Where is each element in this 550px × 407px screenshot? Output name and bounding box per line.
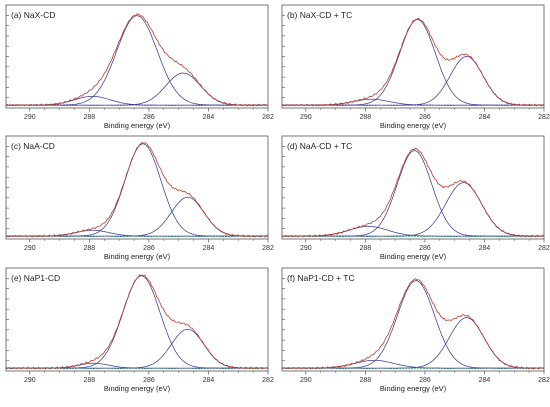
component-peak-3 (282, 317, 544, 369)
component-peak-2 (6, 275, 268, 369)
x-axis-label: Binding energy (eV) (380, 384, 447, 393)
component-peak-2 (282, 19, 544, 106)
component-peak-2 (282, 150, 544, 237)
x-axis-label: Binding energy (eV) (104, 384, 171, 393)
envelope-curve (281, 17, 545, 107)
x-tick-label: 288 (84, 377, 96, 384)
x-tick-label: 284 (203, 114, 215, 121)
panel-title: (f) NaP1-CD + TC (287, 273, 355, 283)
x-tick-label: 282 (262, 245, 274, 252)
plot-frame (281, 267, 545, 372)
x-tick-label: 290 (24, 377, 36, 384)
x-tick-label: 286 (143, 245, 155, 252)
x-tick-label: 282 (262, 114, 274, 121)
panel-title: (a) NaX-CD (11, 10, 55, 20)
x-tick-label: 290 (24, 245, 36, 252)
x-tick-label: 286 (419, 114, 431, 121)
plot-frame (5, 135, 269, 240)
envelope-curve (5, 141, 269, 238)
chart-panel-3: 290 288 286 284 282 Binding energy (eV) (c) Na… (5, 135, 274, 261)
x-tick-label: 282 (538, 245, 550, 252)
x-tick-label: 286 (419, 377, 431, 384)
plot-frame (5, 267, 269, 372)
envelope-curve (281, 277, 545, 370)
component-peak-2 (282, 280, 544, 369)
component-peak-1 (6, 229, 268, 237)
x-tick-label: 286 (143, 377, 155, 384)
plot-frame (281, 135, 545, 240)
x-tick-label: 286 (143, 114, 155, 121)
panel-title: (c) NaA-CD (11, 141, 55, 151)
component-peak-1 (282, 225, 544, 237)
chart-panel-5: 290 288 286 284 282 Binding energy (eV) (e) Na… (5, 267, 274, 393)
component-peak-3 (6, 72, 268, 106)
x-tick-label: 288 (84, 114, 96, 121)
x-tick-label: 290 (300, 114, 312, 121)
plot-frame (5, 4, 269, 109)
chart-panel-1: 290 288 286 284 282 Binding energy (eV) (a) Na… (5, 4, 274, 130)
x-tick-label: 288 (84, 245, 96, 252)
x-tick-label: 288 (360, 114, 372, 121)
panel-title: (b) NaX-CD + TC (287, 10, 352, 20)
chart-panel-2: 290 288 286 284 282 Binding energy (eV) (b) Na… (281, 4, 550, 130)
x-tick-label: 290 (300, 377, 312, 384)
component-peak-3 (6, 196, 268, 237)
component-peak-2 (6, 143, 268, 237)
chart-panel-4: 290 288 286 284 282 Binding energy (eV) (d) Na… (281, 135, 550, 261)
x-tick-label: 284 (203, 377, 215, 384)
x-axis-label: Binding energy (eV) (380, 252, 447, 261)
component-peak-3 (282, 56, 544, 106)
envelope-curve (281, 147, 545, 238)
x-tick-label: 286 (419, 245, 431, 252)
component-peak-2 (6, 15, 268, 106)
component-peak-3 (6, 328, 268, 369)
x-tick-label: 288 (360, 245, 372, 252)
x-tick-label: 282 (262, 377, 274, 384)
x-tick-label: 282 (538, 377, 550, 384)
x-axis-label: Binding energy (eV) (104, 121, 171, 130)
x-tick-label: 290 (300, 245, 312, 252)
x-tick-label: 282 (538, 114, 550, 121)
x-axis-label: Binding energy (eV) (380, 121, 447, 130)
envelope-curve (5, 13, 269, 107)
x-tick-label: 290 (24, 114, 36, 121)
component-peak-3 (282, 182, 544, 237)
envelope-curve (5, 274, 269, 370)
x-tick-label: 284 (479, 114, 491, 121)
x-tick-label: 284 (479, 377, 491, 384)
x-tick-label: 284 (203, 245, 215, 252)
chart-panel-6: 290 288 286 284 282 Binding energy (eV) (f) Na… (281, 267, 550, 393)
x-tick-label: 288 (360, 377, 372, 384)
x-axis-label: Binding energy (eV) (104, 252, 171, 261)
panel-title: (e) NaP1-CD (11, 273, 60, 283)
panel-title: (d) NaA-CD + TC (287, 141, 352, 151)
x-tick-label: 284 (479, 245, 491, 252)
